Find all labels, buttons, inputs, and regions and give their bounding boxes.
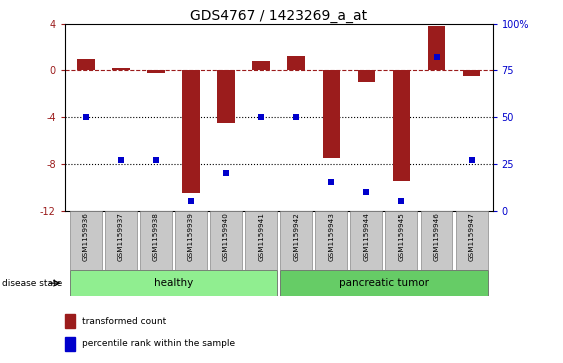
Bar bbox=[288, 56, 305, 70]
Bar bbox=[252, 61, 270, 70]
Bar bbox=[392, 70, 410, 182]
Text: GSM1159946: GSM1159946 bbox=[434, 212, 440, 261]
Bar bbox=[182, 70, 200, 193]
Text: GSM1159947: GSM1159947 bbox=[468, 212, 475, 261]
Bar bbox=[358, 70, 375, 82]
Point bbox=[292, 114, 301, 120]
Bar bbox=[77, 59, 95, 70]
Text: GSM1159943: GSM1159943 bbox=[328, 212, 334, 261]
Point bbox=[151, 157, 160, 163]
Bar bbox=[70, 270, 277, 296]
Text: healthy: healthy bbox=[154, 278, 193, 288]
Point bbox=[186, 198, 195, 204]
Text: GSM1159937: GSM1159937 bbox=[118, 212, 124, 261]
Point bbox=[327, 180, 336, 185]
Bar bbox=[112, 68, 129, 70]
Text: GSM1159941: GSM1159941 bbox=[258, 212, 264, 261]
Point bbox=[81, 114, 90, 120]
Bar bbox=[280, 270, 488, 296]
Point bbox=[222, 170, 231, 176]
Text: GSM1159942: GSM1159942 bbox=[293, 212, 299, 261]
Bar bbox=[421, 211, 453, 270]
Point bbox=[397, 198, 406, 204]
Bar bbox=[217, 70, 235, 123]
Bar bbox=[350, 211, 382, 270]
Point bbox=[467, 157, 476, 163]
Text: transformed count: transformed count bbox=[82, 317, 166, 326]
Bar bbox=[65, 314, 75, 329]
Bar bbox=[70, 211, 102, 270]
Text: GSM1159939: GSM1159939 bbox=[188, 212, 194, 261]
Bar bbox=[105, 211, 137, 270]
Bar bbox=[65, 337, 75, 351]
Title: GDS4767 / 1423269_a_at: GDS4767 / 1423269_a_at bbox=[190, 9, 367, 23]
Point bbox=[117, 157, 126, 163]
Text: disease state: disease state bbox=[2, 279, 62, 287]
Point bbox=[362, 189, 371, 195]
Text: GSM1159938: GSM1159938 bbox=[153, 212, 159, 261]
Bar bbox=[315, 211, 347, 270]
Text: GSM1159944: GSM1159944 bbox=[363, 212, 369, 261]
Bar bbox=[140, 211, 172, 270]
Bar bbox=[280, 211, 312, 270]
Text: GSM1159945: GSM1159945 bbox=[399, 212, 404, 261]
Text: GSM1159936: GSM1159936 bbox=[83, 212, 89, 261]
Point bbox=[432, 54, 441, 60]
Bar bbox=[323, 70, 340, 158]
Bar bbox=[210, 211, 242, 270]
Bar bbox=[245, 211, 277, 270]
Bar bbox=[428, 26, 445, 70]
Bar bbox=[455, 211, 488, 270]
Text: percentile rank within the sample: percentile rank within the sample bbox=[82, 339, 235, 348]
Bar bbox=[147, 70, 165, 73]
Point bbox=[257, 114, 266, 120]
Text: pancreatic tumor: pancreatic tumor bbox=[339, 278, 429, 288]
Text: GSM1159940: GSM1159940 bbox=[223, 212, 229, 261]
Bar bbox=[463, 70, 480, 76]
Bar bbox=[175, 211, 207, 270]
Bar bbox=[386, 211, 417, 270]
